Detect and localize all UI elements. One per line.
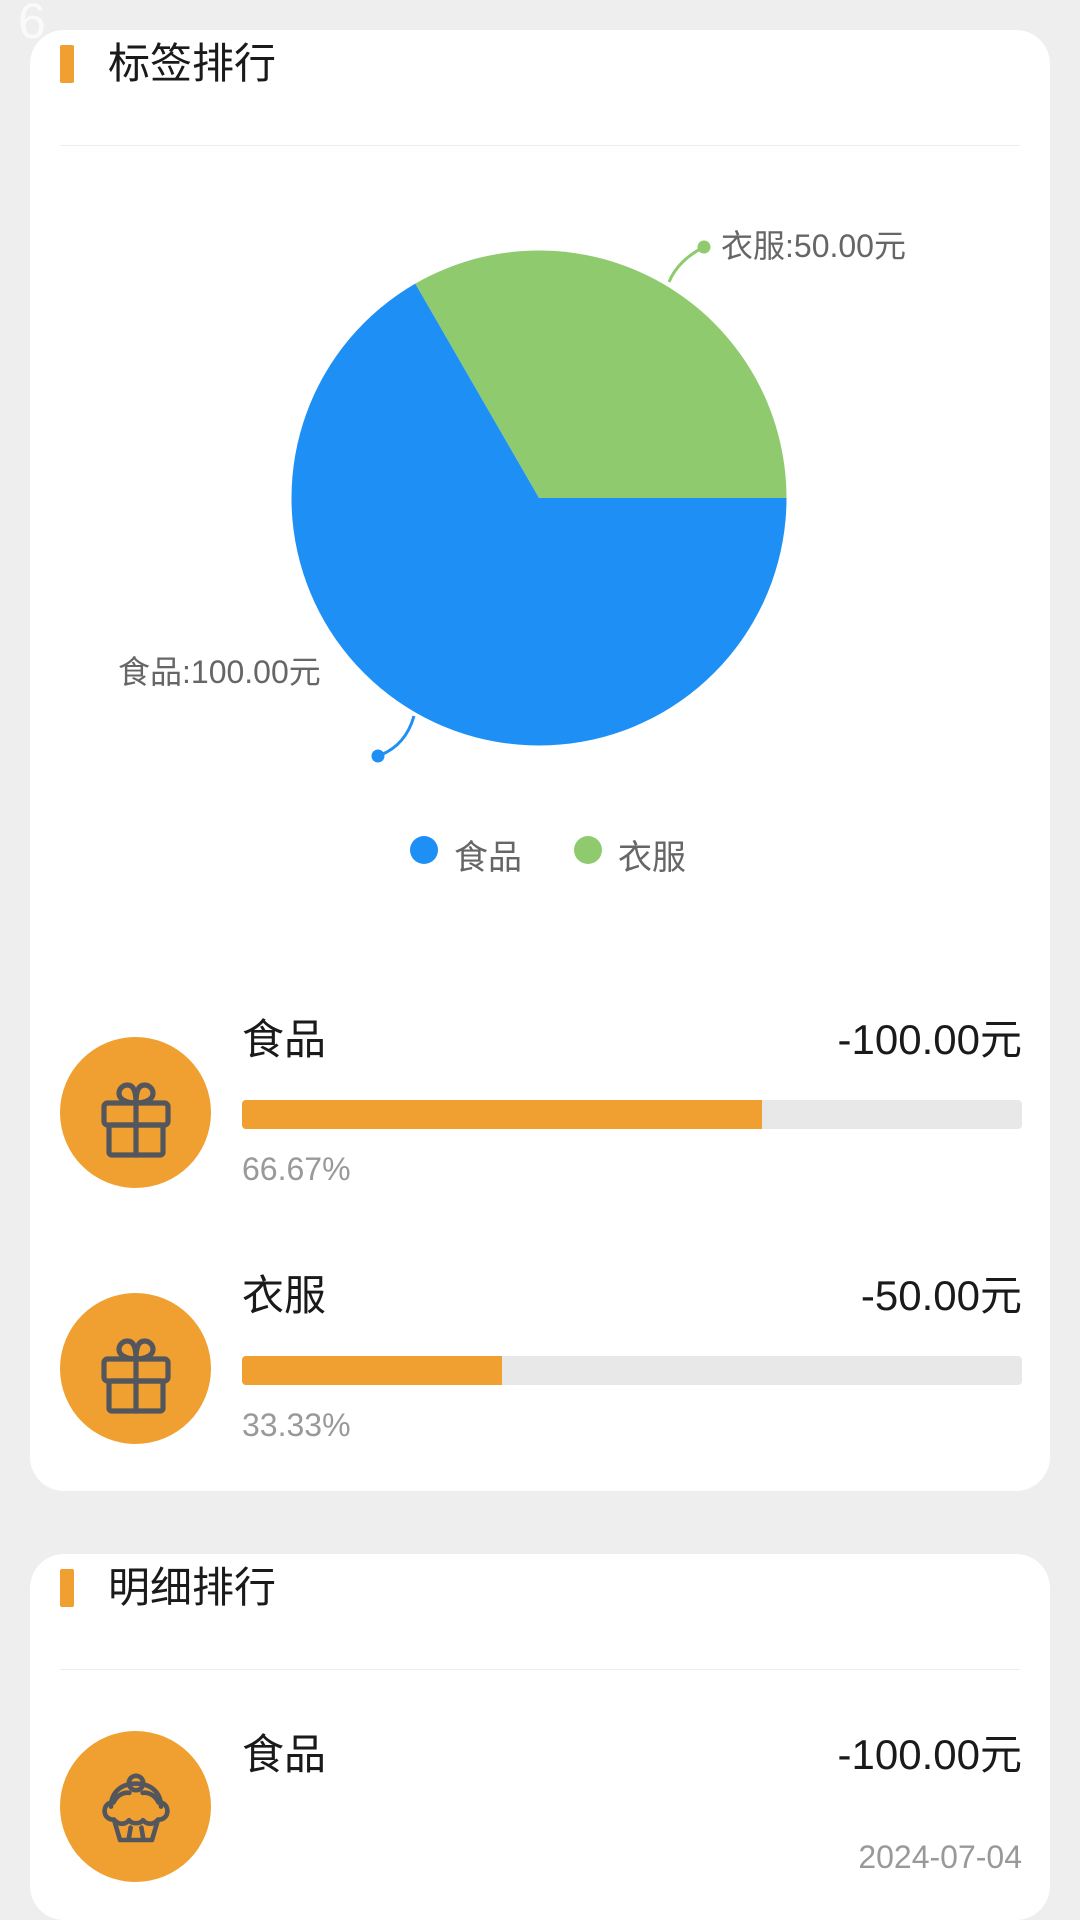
svg-text:衣服:50.00元: 衣服:50.00元 xyxy=(721,228,906,264)
svg-text:食品:100.00元: 食品:100.00元 xyxy=(118,654,321,690)
